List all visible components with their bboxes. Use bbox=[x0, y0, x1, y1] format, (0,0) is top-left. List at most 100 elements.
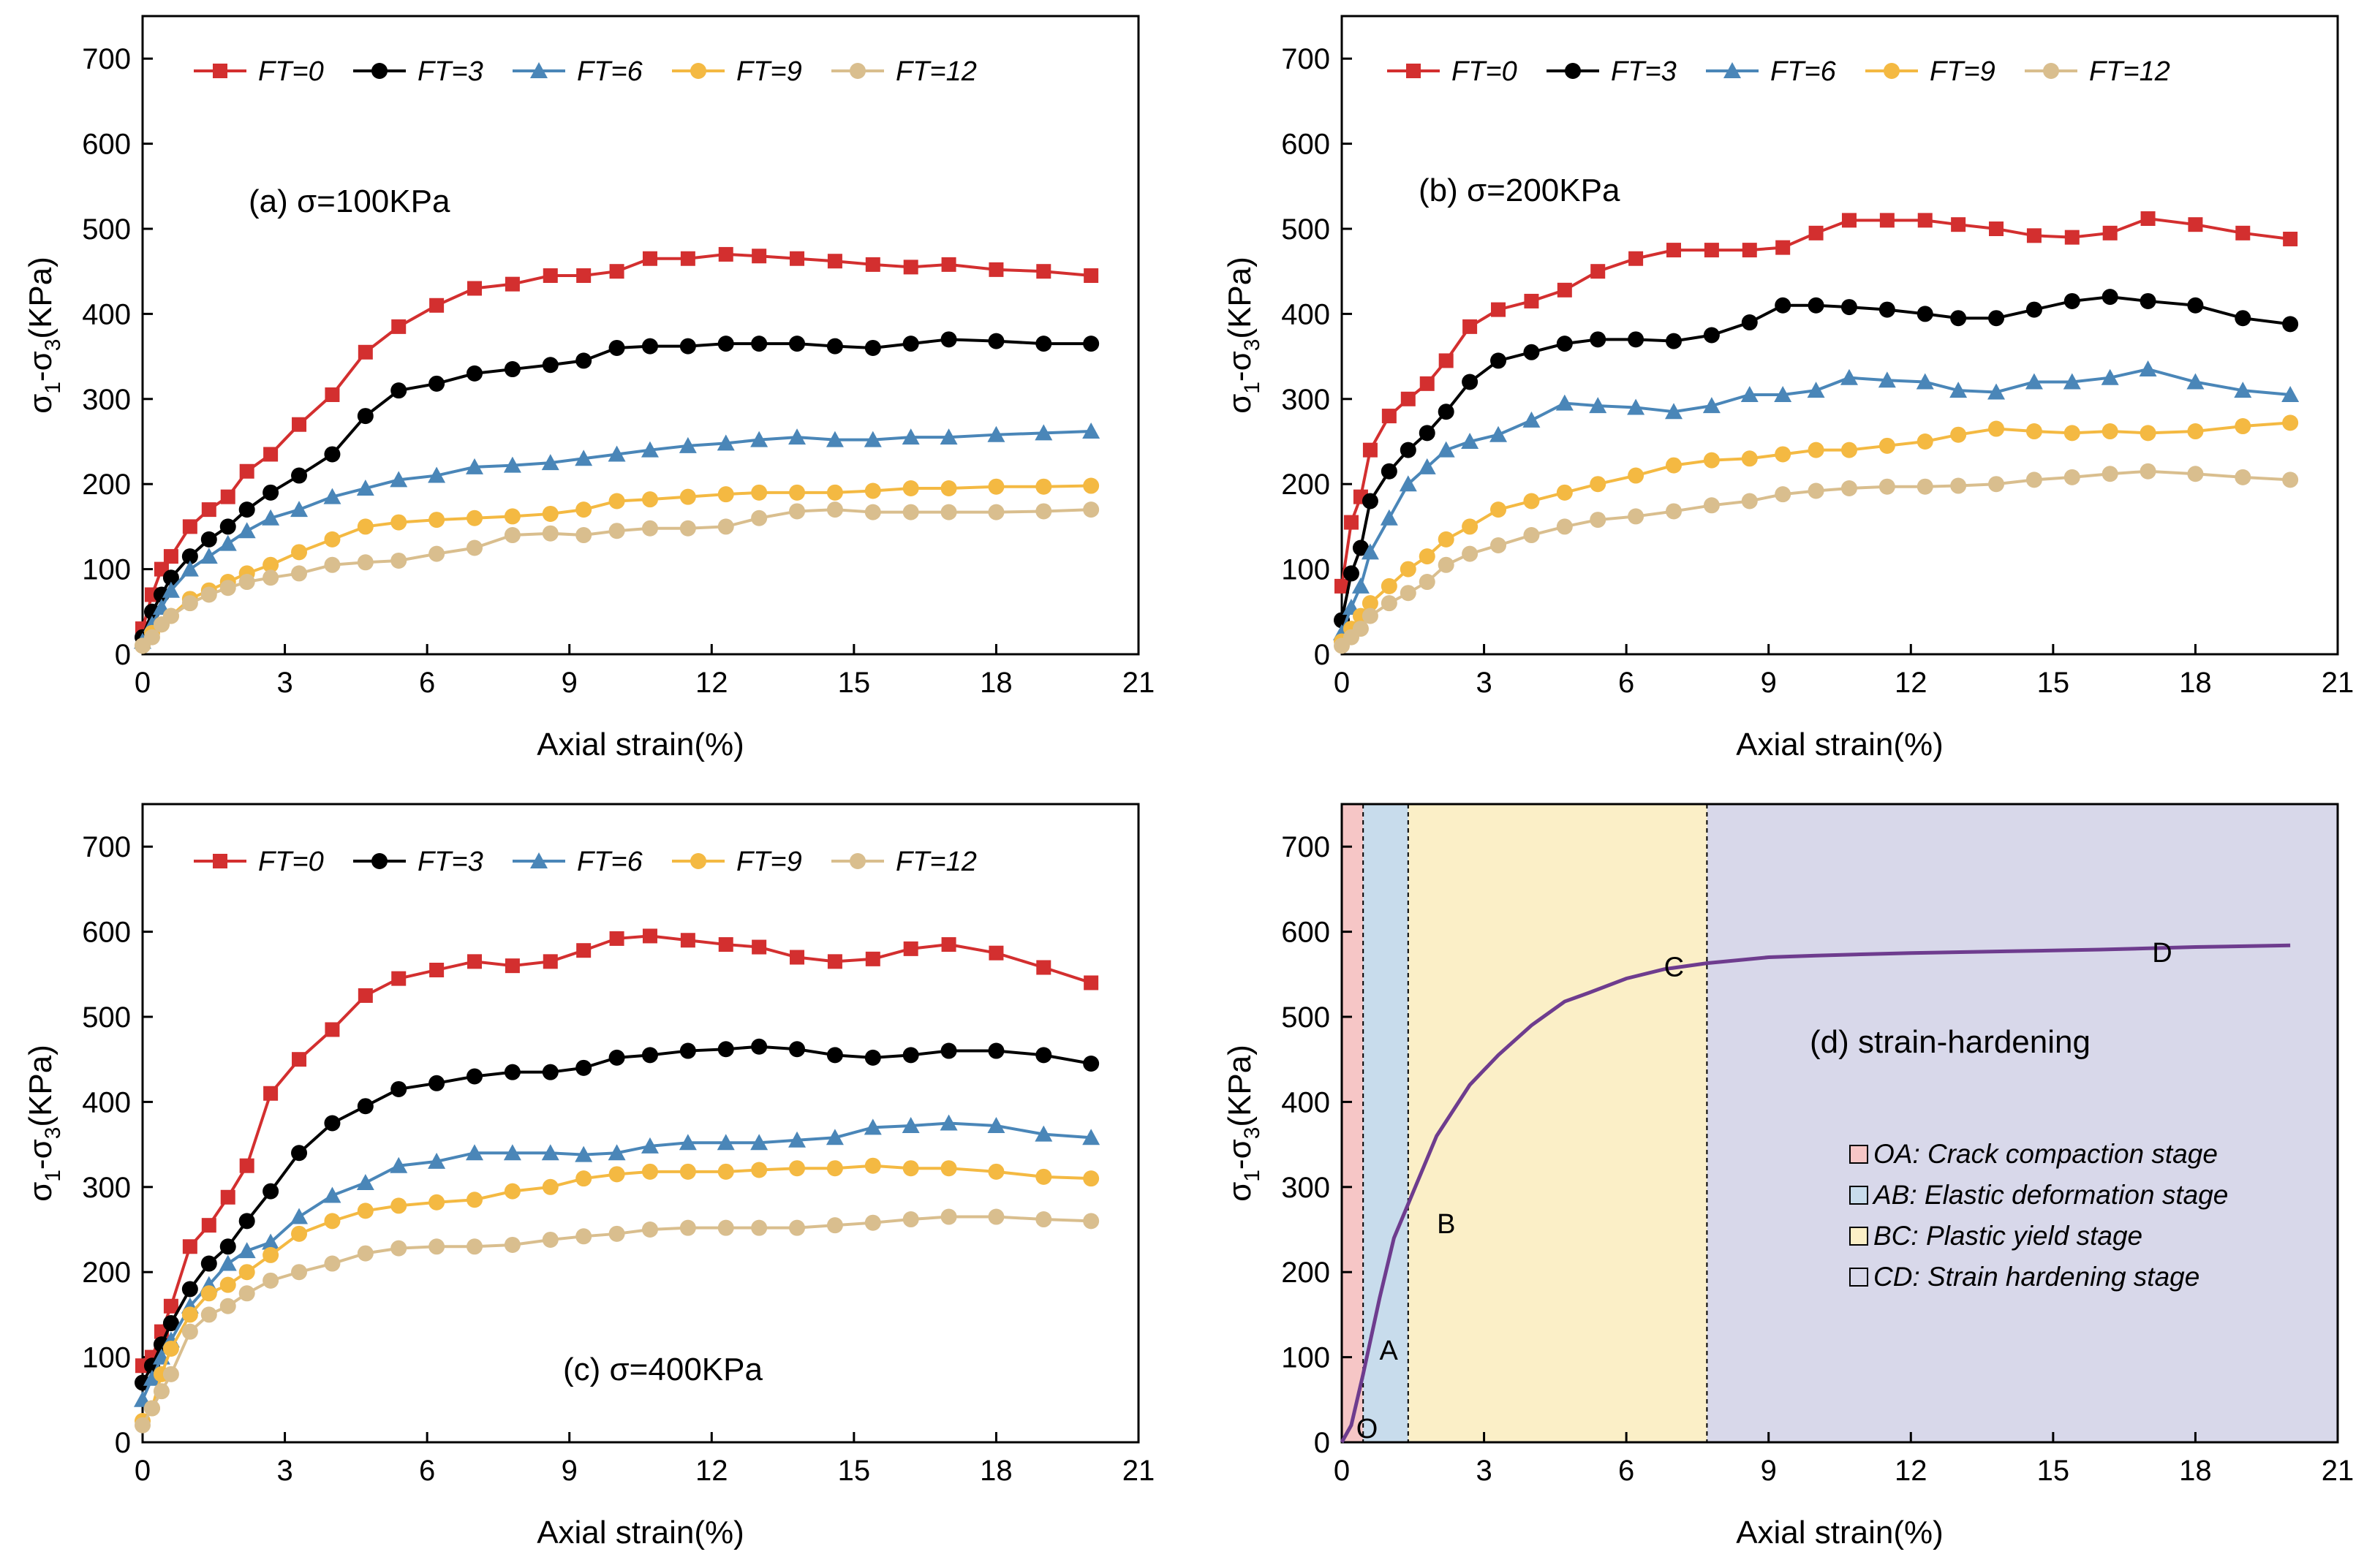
data-point bbox=[1987, 383, 2006, 400]
data-point bbox=[238, 574, 255, 591]
data-point bbox=[1523, 527, 1540, 544]
data-point bbox=[576, 943, 592, 958]
data-point bbox=[988, 478, 1005, 495]
data-point bbox=[1703, 452, 1720, 469]
legend-marker-ft6 bbox=[530, 852, 548, 868]
y-axis-label: σ1-σ3(KPa) bbox=[23, 1045, 65, 1202]
series-line bbox=[1340, 295, 2291, 621]
data-point bbox=[163, 1298, 178, 1314]
data-point bbox=[641, 441, 659, 458]
data-point bbox=[162, 1366, 179, 1382]
data-point bbox=[1419, 574, 1435, 591]
legend-label-ft9: FT=9 bbox=[736, 56, 802, 87]
data-point bbox=[1703, 327, 1720, 344]
data-point bbox=[751, 1219, 768, 1236]
data-point bbox=[1840, 299, 1857, 316]
x-tick-label: 15 bbox=[2037, 667, 2070, 699]
data-point bbox=[324, 531, 341, 548]
data-point bbox=[181, 1306, 198, 1323]
data-point bbox=[1556, 484, 1573, 501]
y-tick-label: 100 bbox=[82, 1342, 131, 1374]
data-point bbox=[503, 456, 521, 473]
data-point bbox=[641, 1137, 659, 1154]
data-point bbox=[1556, 518, 1573, 535]
data-point bbox=[2063, 292, 2080, 309]
y-tick-label: 100 bbox=[82, 554, 131, 586]
data-point bbox=[504, 1236, 521, 1253]
data-point bbox=[2187, 297, 2204, 314]
y-tick-label: 200 bbox=[1281, 469, 1330, 501]
data-point bbox=[1916, 306, 1933, 322]
data-point bbox=[143, 1369, 161, 1386]
data-point bbox=[1988, 420, 2005, 437]
data-point bbox=[1950, 310, 1967, 327]
legend-label-ft12: FT=12 bbox=[896, 56, 977, 87]
data-point bbox=[1438, 531, 1454, 548]
data-point bbox=[717, 1041, 734, 1058]
data-point bbox=[428, 545, 445, 562]
data-point bbox=[182, 1239, 197, 1254]
data-point bbox=[609, 264, 624, 279]
data-point bbox=[1362, 493, 1378, 510]
data-point bbox=[467, 1068, 483, 1085]
data-point bbox=[1522, 411, 1541, 428]
data-point bbox=[2188, 217, 2203, 232]
data-point bbox=[609, 931, 624, 946]
y-tick-label: 500 bbox=[1281, 213, 1330, 246]
data-point bbox=[263, 447, 279, 462]
chart-panel-b: 0 3 6 9 12 15 18 21 0 100 200 300 400 500 600 700 Axial … bbox=[1222, 15, 2354, 762]
data-point bbox=[357, 1245, 374, 1262]
data-point bbox=[467, 510, 483, 526]
data-point bbox=[717, 434, 735, 451]
data-point bbox=[390, 382, 407, 399]
data-point bbox=[1083, 1056, 1100, 1072]
x-tick-label: 3 bbox=[276, 667, 292, 699]
data-point bbox=[789, 1219, 806, 1236]
x-tick-label: 0 bbox=[1334, 1455, 1350, 1487]
stage-legend-swatch bbox=[1849, 1186, 1868, 1205]
data-point bbox=[428, 1194, 445, 1211]
data-point bbox=[679, 338, 696, 355]
data-point bbox=[1627, 398, 1645, 415]
data-point bbox=[1035, 1211, 1052, 1228]
y-tick-label: 300 bbox=[1281, 384, 1330, 416]
data-point bbox=[608, 1049, 625, 1066]
data-point bbox=[467, 281, 482, 296]
data-point bbox=[143, 1400, 160, 1417]
y-tick-label: 0 bbox=[1314, 639, 1330, 671]
data-point bbox=[642, 251, 657, 266]
data-point bbox=[940, 1208, 957, 1225]
series-ft0 bbox=[135, 928, 1099, 1374]
data-point bbox=[903, 941, 918, 956]
data-point bbox=[718, 937, 733, 952]
data-point bbox=[790, 950, 805, 965]
data-point bbox=[1380, 509, 1398, 526]
data-point bbox=[200, 586, 217, 603]
data-point bbox=[608, 1225, 625, 1242]
data-point bbox=[1361, 543, 1379, 560]
data-point bbox=[864, 339, 881, 356]
data-point bbox=[1035, 1168, 1052, 1185]
data-point bbox=[2101, 466, 2118, 482]
data-point bbox=[1774, 385, 1792, 402]
data-point bbox=[1462, 374, 1479, 390]
data-point bbox=[542, 505, 559, 522]
data-point bbox=[1438, 404, 1454, 420]
data-point bbox=[1988, 476, 2005, 493]
data-point bbox=[641, 338, 658, 355]
data-point bbox=[467, 1192, 483, 1208]
series-ft9 bbox=[135, 477, 1100, 654]
data-point bbox=[941, 257, 956, 272]
legend-marker-ft0 bbox=[1406, 64, 1421, 78]
data-point bbox=[752, 249, 767, 264]
data-point bbox=[390, 514, 407, 531]
data-point bbox=[940, 1160, 957, 1177]
data-point bbox=[391, 971, 407, 986]
x-tick-label: 0 bbox=[1334, 667, 1350, 699]
x-tick-label: 15 bbox=[2037, 1455, 2070, 1487]
data-point bbox=[2025, 423, 2042, 440]
data-point bbox=[357, 408, 374, 425]
panel-annotation: (c) σ=400KPa bbox=[563, 1352, 763, 1387]
x-tick-label: 18 bbox=[980, 1455, 1013, 1487]
legend-marker-ft6 bbox=[1723, 62, 1741, 78]
